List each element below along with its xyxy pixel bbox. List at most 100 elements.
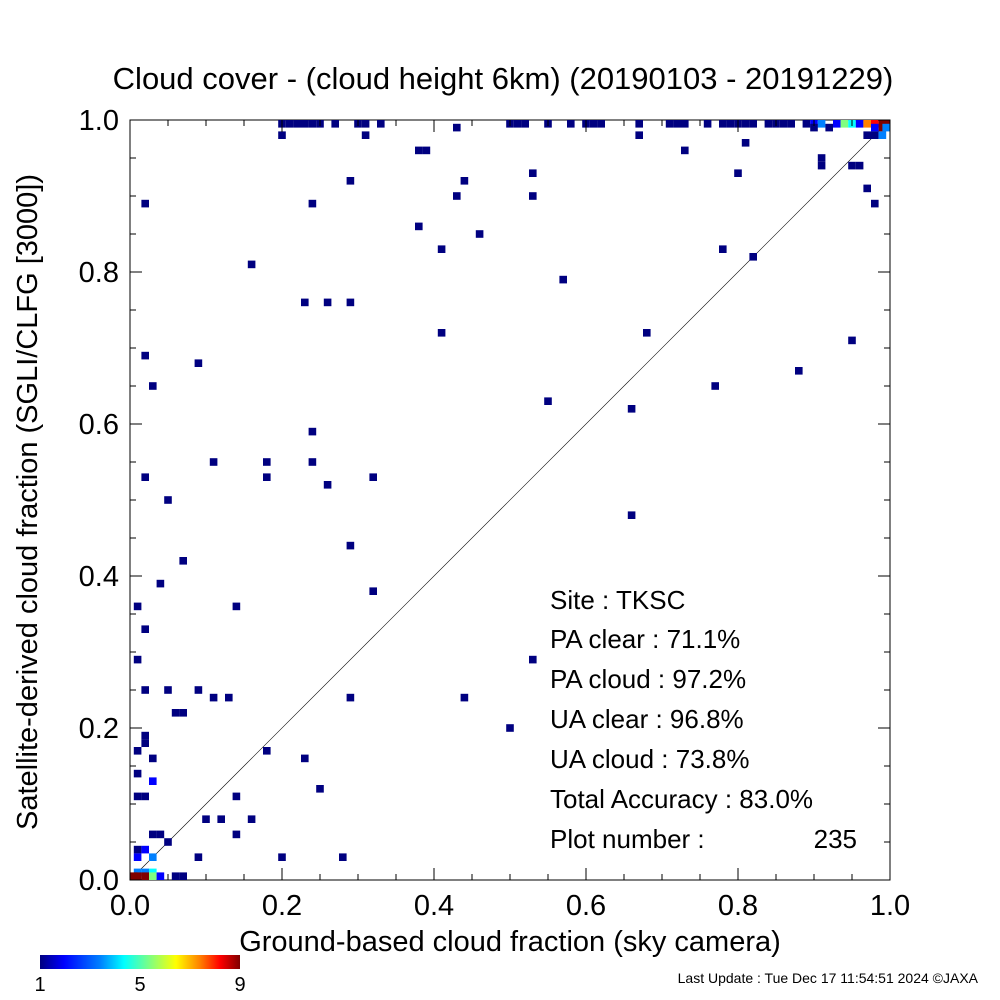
data-cell (567, 120, 575, 128)
plot-area (129, 119, 891, 881)
data-cell (665, 120, 674, 128)
data-cell (149, 382, 157, 390)
data-cell (346, 693, 355, 702)
colorbar-gradient (40, 955, 240, 969)
data-cell (164, 686, 172, 694)
data-cell (346, 298, 355, 307)
data-cell (301, 120, 309, 128)
y-tick-labels: 0.0 0.2 0.4 0.6 0.8 1.0 (79, 105, 119, 897)
data-cell (802, 120, 811, 128)
data-cell (529, 192, 537, 200)
data-cell (133, 853, 142, 861)
y-axis-label: Satellite-derived cloud fraction (SGLI/C… (12, 174, 44, 830)
data-cell (415, 146, 423, 155)
stat-site: Site : TKSC (550, 585, 685, 615)
reference-line (129, 119, 891, 881)
data-cell (878, 123, 887, 132)
y-tick-label: 0.6 (79, 409, 119, 441)
x-tick-label: 0.8 (718, 890, 758, 922)
data-cell (453, 192, 461, 200)
data-cell (285, 120, 294, 128)
data-cell (681, 146, 689, 155)
data-cell (544, 397, 552, 405)
data-cell (589, 120, 598, 128)
data-cell (529, 655, 537, 664)
data-cell (130, 872, 138, 880)
data-cell (171, 709, 180, 717)
data-cell (149, 872, 157, 880)
data-cell (635, 120, 643, 128)
y-tick-label: 0.4 (79, 561, 119, 593)
data-cell (156, 872, 165, 880)
data-cell (453, 123, 461, 132)
data-cell (871, 131, 879, 139)
data-cell (627, 511, 636, 519)
x-axis-label: Ground-based cloud fraction (sky camera) (239, 926, 781, 958)
data-cell (369, 587, 377, 595)
data-cell (749, 253, 757, 261)
data-cell (422, 146, 431, 155)
data-cell (232, 830, 241, 839)
data-cell (437, 329, 446, 337)
x-tick-label: 0.0 (110, 890, 150, 922)
data-cell (308, 458, 317, 466)
data-cell (673, 120, 681, 128)
colorbar-label-mid: 5 (134, 974, 145, 996)
colorbar-label-max: 9 (234, 974, 245, 996)
data-cell (711, 382, 719, 390)
data-cell (848, 161, 856, 170)
data-cell (878, 131, 887, 139)
data-cell (726, 120, 735, 128)
data-cell (779, 120, 788, 128)
data-cell (840, 120, 849, 128)
last-update: Last Update : Tue Dec 17 11:54:51 2024 ©… (678, 970, 979, 986)
y-tick-label: 0.2 (79, 713, 119, 745)
data-cell (141, 845, 149, 854)
data-cell (627, 405, 636, 413)
data-cell (247, 815, 256, 823)
stat-total-accuracy: Total Accuracy : 83.0% (550, 784, 813, 814)
data-cell (346, 177, 355, 185)
data-cell (308, 427, 317, 436)
data-cell (871, 199, 879, 208)
data-cell (521, 120, 529, 128)
data-cell (179, 557, 187, 565)
data-cell (833, 120, 841, 128)
data-cell (141, 868, 149, 877)
data-cell (635, 131, 643, 139)
data-cell (817, 120, 826, 128)
data-cell (278, 853, 286, 861)
data-cell (179, 709, 187, 717)
data-cell (263, 747, 271, 755)
data-cell (141, 199, 149, 208)
data-cell (171, 872, 180, 880)
data-cell (703, 120, 712, 128)
data-cell (810, 123, 818, 132)
data-cell (141, 792, 149, 801)
data-cell (263, 473, 271, 481)
axis-ticks (129, 119, 891, 881)
stat-plot-number-value: 235 (814, 824, 857, 854)
data-cell (855, 161, 864, 170)
data-cell (415, 222, 423, 231)
data-cell (194, 686, 203, 694)
data-cell (141, 872, 149, 880)
data-cell (149, 830, 157, 839)
stats-box: Site : TKSC PA clear : 71.1% PA cloud : … (550, 585, 857, 854)
data-cell (863, 120, 871, 128)
data-cell (741, 120, 750, 128)
data-cell (141, 739, 149, 747)
data-cell (825, 123, 833, 132)
stat-pa-cloud: PA cloud : 97.2% (550, 664, 746, 694)
x-tick-label: 0.6 (566, 890, 606, 922)
data-cell (871, 123, 879, 132)
data-cell (202, 815, 210, 823)
data-cell (863, 184, 871, 193)
data-cell (719, 120, 727, 128)
data-cell (278, 131, 286, 139)
data-cell (301, 298, 309, 307)
data-cell (361, 131, 370, 139)
colorbar: 1 5 9 (34, 955, 246, 996)
data-cell (217, 815, 225, 823)
stat-pa-clear: PA clear : 71.1% (550, 624, 740, 654)
